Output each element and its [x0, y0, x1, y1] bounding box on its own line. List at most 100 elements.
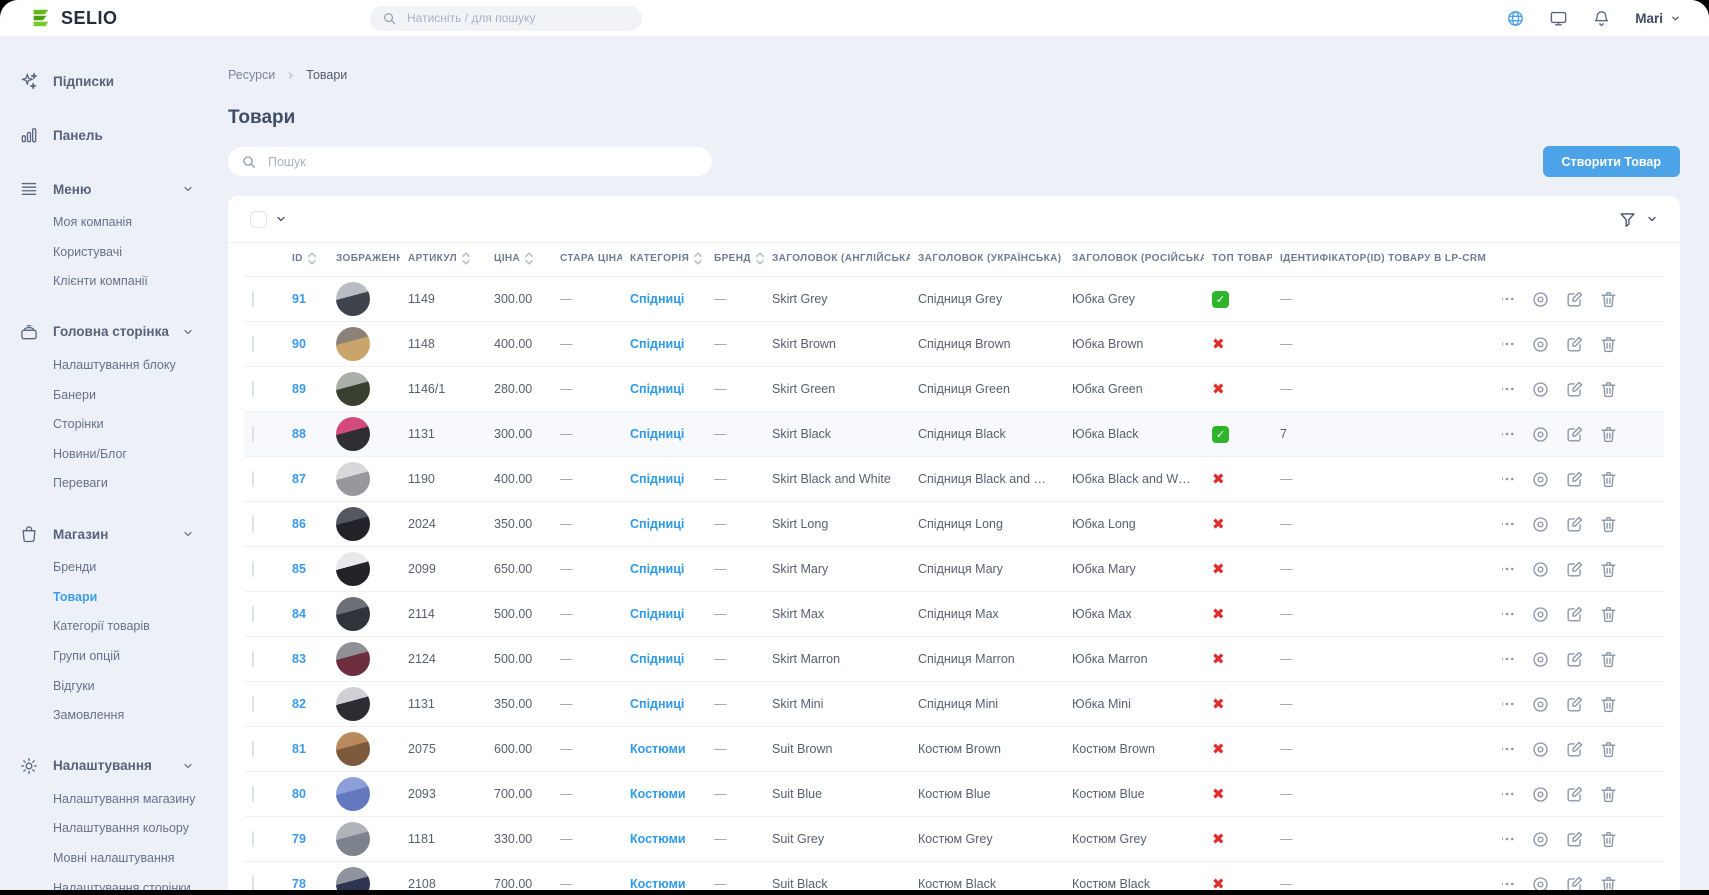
view-icon[interactable] [1531, 290, 1550, 309]
view-icon[interactable] [1531, 830, 1550, 849]
delete-icon[interactable] [1599, 740, 1618, 759]
delete-icon[interactable] [1599, 515, 1618, 534]
more-icon[interactable] [1502, 650, 1516, 668]
more-icon[interactable] [1502, 785, 1516, 803]
sort-icon[interactable] [694, 252, 702, 265]
sort-icon[interactable] [525, 252, 533, 265]
create-product-button[interactable]: Створити Товар [1542, 146, 1680, 177]
sort-icon[interactable] [756, 252, 764, 265]
row-checkbox[interactable] [252, 381, 254, 397]
product-id-link[interactable]: 85 [292, 562, 306, 576]
filter-funnel-icon[interactable] [1618, 210, 1637, 229]
view-icon[interactable] [1531, 560, 1550, 579]
row-checkbox[interactable] [252, 426, 254, 442]
product-photo[interactable] [336, 552, 370, 586]
delete-icon[interactable] [1599, 875, 1618, 890]
category-link[interactable]: Спідниці [630, 427, 685, 441]
more-icon[interactable] [1502, 470, 1516, 488]
product-id-link[interactable]: 82 [292, 697, 306, 711]
edit-icon[interactable] [1565, 605, 1584, 624]
more-icon[interactable] [1502, 425, 1516, 443]
more-icon[interactable] [1502, 875, 1516, 890]
delete-icon[interactable] [1599, 605, 1618, 624]
row-checkbox[interactable] [252, 561, 254, 577]
view-icon[interactable] [1531, 650, 1550, 669]
edit-icon[interactable] [1565, 875, 1584, 890]
sidebar-subitem[interactable]: Переваги [53, 476, 108, 491]
view-icon[interactable] [1531, 875, 1550, 890]
delete-icon[interactable] [1599, 380, 1618, 399]
column-header-brand[interactable]: БРЕНД [706, 243, 764, 277]
category-link[interactable]: Спідниці [630, 607, 685, 621]
edit-icon[interactable] [1565, 785, 1584, 804]
app-logo[interactable]: SELIO [30, 7, 220, 29]
view-icon[interactable] [1531, 695, 1550, 714]
sidebar-subitem[interactable]: Налаштування кольору [53, 821, 189, 836]
bulk-actions-chevron-icon[interactable] [275, 213, 287, 225]
edit-icon[interactable] [1565, 560, 1584, 579]
edit-icon[interactable] [1565, 290, 1584, 309]
view-icon[interactable] [1531, 605, 1550, 624]
column-header-category[interactable]: КАТЕГОРІЯ [622, 243, 706, 277]
more-icon[interactable] [1502, 335, 1516, 353]
edit-icon[interactable] [1565, 380, 1584, 399]
product-photo[interactable] [336, 327, 370, 361]
sidebar-subitem[interactable]: Відгуки [53, 678, 95, 693]
product-id-link[interactable]: 84 [292, 607, 306, 621]
edit-icon[interactable] [1565, 740, 1584, 759]
delete-icon[interactable] [1599, 335, 1618, 354]
category-link[interactable]: Костюми [630, 787, 686, 801]
product-id-link[interactable]: 86 [292, 517, 306, 531]
delete-icon[interactable] [1599, 470, 1618, 489]
delete-icon[interactable] [1599, 650, 1618, 669]
more-icon[interactable] [1502, 515, 1516, 533]
product-photo[interactable] [336, 417, 370, 451]
user-menu[interactable]: Mari [1635, 11, 1681, 26]
more-icon[interactable] [1502, 830, 1516, 848]
row-checkbox[interactable] [252, 471, 254, 487]
row-checkbox[interactable] [252, 516, 254, 532]
row-checkbox[interactable] [252, 291, 254, 307]
category-link[interactable]: Спідниці [630, 337, 685, 351]
row-checkbox[interactable] [252, 741, 254, 757]
category-link[interactable]: Спідниці [630, 292, 685, 306]
sidebar-item-3[interactable]: Головна сторінка [12, 313, 200, 351]
delete-icon[interactable] [1599, 290, 1618, 309]
sidebar-subitem[interactable]: Моя компанія [53, 215, 133, 229]
sidebar-subitem[interactable]: Новини/Блог [53, 446, 127, 461]
sidebar-subitem[interactable]: Сторінки [53, 417, 104, 432]
row-checkbox[interactable] [252, 696, 254, 712]
more-icon[interactable] [1502, 695, 1516, 713]
sidebar-item-1[interactable]: Панель [12, 116, 200, 154]
delete-icon[interactable] [1599, 425, 1618, 444]
sidebar-item-4[interactable]: Магазин [12, 515, 200, 553]
product-photo[interactable] [336, 732, 370, 766]
more-icon[interactable] [1502, 605, 1516, 623]
bell-icon[interactable] [1592, 9, 1611, 28]
product-photo[interactable] [336, 282, 370, 316]
product-id-link[interactable]: 78 [292, 877, 306, 890]
delete-icon[interactable] [1599, 830, 1618, 849]
row-checkbox[interactable] [252, 786, 254, 802]
global-search[interactable] [370, 5, 642, 31]
breadcrumb-resources[interactable]: Ресурси [228, 68, 276, 82]
category-link[interactable]: Спідниці [630, 652, 685, 666]
product-id-link[interactable]: 90 [292, 337, 306, 351]
product-photo[interactable] [336, 462, 370, 496]
product-photo[interactable] [336, 507, 370, 541]
select-all-checkbox[interactable] [250, 210, 267, 228]
sort-icon[interactable] [462, 252, 470, 265]
delete-icon[interactable] [1599, 560, 1618, 579]
sidebar-subitem[interactable]: Налаштування блоку [53, 357, 176, 372]
delete-icon[interactable] [1599, 785, 1618, 804]
sidebar-subitem[interactable]: Товари [53, 589, 98, 604]
table-search[interactable] [228, 147, 712, 176]
view-icon[interactable] [1531, 785, 1550, 804]
sidebar-subitem[interactable]: Групи опцій [53, 648, 120, 663]
category-link[interactable]: Спідниці [630, 382, 685, 396]
edit-icon[interactable] [1565, 650, 1584, 669]
sidebar-subitem[interactable]: Замовлення [53, 708, 125, 723]
category-link[interactable]: Костюми [630, 832, 686, 846]
sidebar-subitem[interactable]: Категорії товарів [53, 619, 150, 634]
product-id-link[interactable]: 91 [292, 292, 306, 306]
